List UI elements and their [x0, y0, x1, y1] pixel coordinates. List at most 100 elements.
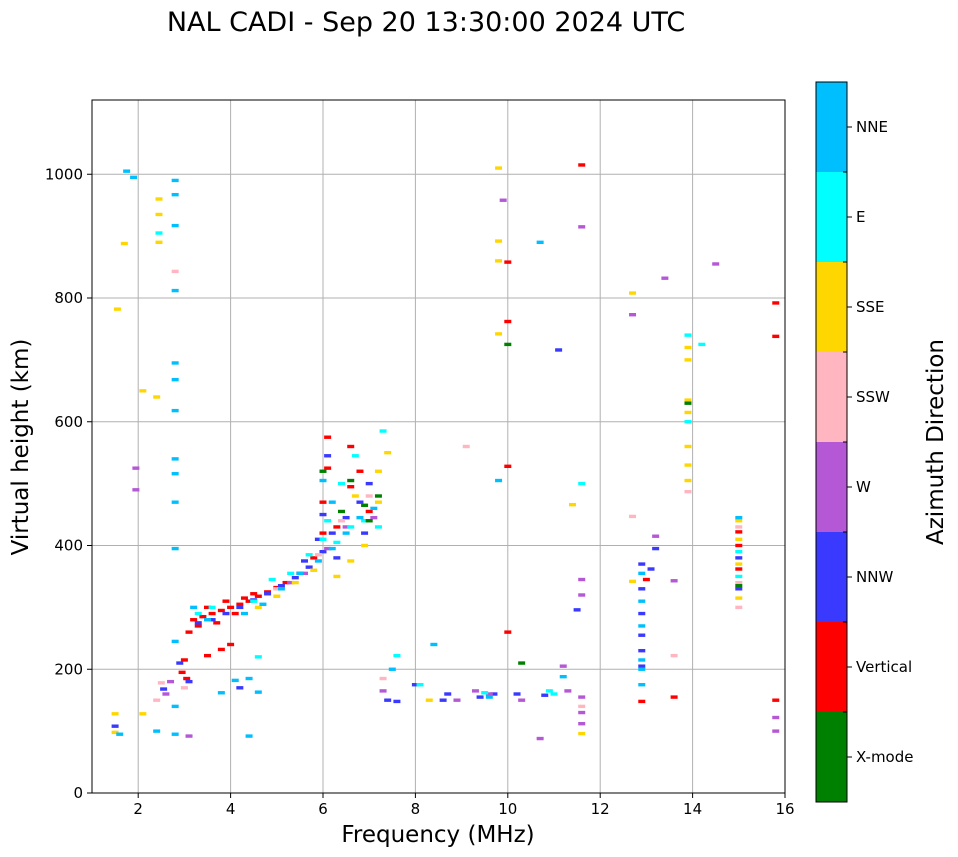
data-point — [314, 537, 322, 542]
data-point — [684, 345, 692, 350]
data-point — [476, 695, 484, 699]
data-point — [652, 546, 660, 551]
colorbar-swatch — [816, 622, 847, 712]
data-point — [208, 611, 216, 616]
data-point — [411, 683, 419, 687]
colorbar-swatch — [816, 532, 847, 622]
data-point — [735, 525, 743, 529]
data-point — [504, 260, 512, 264]
data-point — [277, 587, 285, 591]
data-point — [347, 559, 355, 563]
data-point — [236, 602, 244, 606]
data-point — [365, 509, 373, 514]
plot-area: 2 4 6 8 10 12 14 16 0 200 400 600 800 1000 — [45, 99, 795, 818]
data-point — [712, 262, 720, 266]
series-vertical — [178, 163, 780, 704]
data-point — [647, 567, 655, 571]
data-point — [171, 361, 179, 365]
data-point — [684, 358, 692, 362]
data-point — [199, 614, 207, 619]
data-point — [638, 664, 646, 668]
data-point — [504, 464, 512, 468]
data-point — [310, 568, 318, 572]
x-tick-label: 8 — [411, 800, 421, 818]
data-point — [245, 734, 253, 738]
series-nne — [116, 169, 743, 738]
colorbar-tick-label: NNW — [856, 568, 893, 586]
data-point — [365, 494, 373, 498]
colorbar-tick-label: E — [856, 208, 865, 226]
data-point — [684, 478, 692, 483]
x-tick-label: 16 — [775, 800, 794, 818]
data-point — [171, 408, 179, 413]
data-point — [314, 559, 322, 563]
data-point — [190, 605, 198, 610]
data-point — [495, 332, 503, 336]
data-point — [328, 500, 336, 504]
data-point — [638, 699, 646, 704]
data-point — [162, 692, 170, 696]
data-point — [222, 611, 230, 616]
data-point — [495, 478, 503, 483]
data-point — [495, 166, 503, 170]
data-point — [388, 667, 396, 671]
grid-lines — [92, 100, 785, 793]
y-axis-ticks: 0 200 400 600 800 1000 — [45, 165, 92, 802]
data-point — [504, 630, 512, 634]
data-point — [319, 549, 327, 554]
data-point — [254, 594, 262, 598]
data-point — [167, 679, 175, 684]
data-point — [217, 608, 225, 613]
data-point — [684, 420, 692, 424]
data-point — [132, 466, 140, 470]
x-tick-label: 4 — [226, 800, 236, 818]
data-point — [578, 593, 586, 597]
colorbar-tick-label: SSW — [856, 388, 890, 406]
data-point — [361, 503, 369, 507]
data-point — [305, 565, 313, 569]
data-point — [333, 556, 341, 560]
y-tick-label: 0 — [73, 784, 83, 802]
series-ssw — [153, 269, 743, 709]
colorbar-swatch — [816, 712, 847, 802]
series-x-mode — [319, 342, 743, 665]
colorbar-tick-label: NNE — [856, 118, 888, 136]
data-point — [642, 577, 650, 582]
x-tick-label: 10 — [498, 800, 517, 818]
data-point — [171, 639, 179, 644]
y-tick-label: 200 — [54, 660, 83, 678]
data-point — [638, 633, 646, 637]
data-point — [481, 691, 489, 695]
data-point — [337, 481, 345, 486]
data-point — [772, 729, 780, 733]
data-point — [176, 661, 184, 665]
data-point — [231, 678, 239, 683]
y-tick-label: 800 — [54, 289, 83, 307]
data-point — [227, 642, 235, 647]
data-point — [180, 686, 188, 690]
data-point — [240, 596, 248, 600]
data-point — [638, 599, 646, 603]
colorbar-tick-label: W — [856, 478, 871, 496]
x-tick-label: 6 — [318, 800, 328, 818]
data-point — [254, 605, 262, 610]
data-point — [259, 602, 267, 606]
data-point — [319, 531, 327, 535]
data-point — [268, 577, 276, 582]
data-point — [310, 556, 318, 560]
data-point — [155, 240, 163, 245]
data-point — [301, 559, 309, 563]
data-point — [356, 469, 364, 473]
data-point — [453, 698, 461, 702]
data-point — [430, 642, 438, 647]
data-point — [208, 618, 216, 622]
y-axis-label: Virtual height (km) — [8, 339, 34, 556]
data-point — [116, 732, 124, 736]
data-point — [684, 333, 692, 337]
data-point — [568, 502, 576, 507]
data-point — [254, 655, 262, 659]
data-point — [111, 730, 119, 735]
x-tick-label: 14 — [683, 800, 702, 818]
data-point — [684, 398, 692, 402]
data-point — [735, 587, 743, 591]
